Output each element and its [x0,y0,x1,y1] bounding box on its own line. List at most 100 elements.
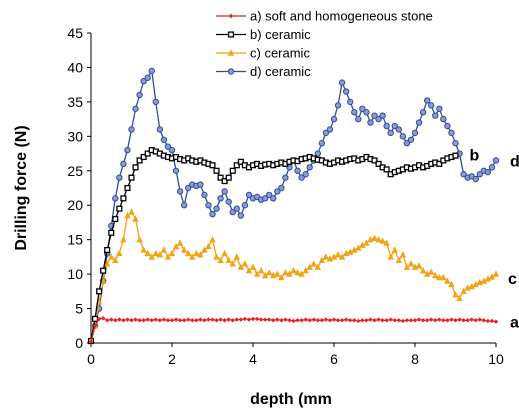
data-point-c [448,280,455,288]
series-a [88,316,499,344]
data-point-a [364,318,369,323]
data-point-b [229,167,236,174]
data-point-c [298,270,305,277]
legend-entry: a) soft and homogeneous stone [250,9,433,24]
data-point-d [148,67,155,75]
data-point-c [245,266,253,274]
data-point-c [104,260,111,267]
data-point-a [327,318,333,323]
data-point-d [403,140,411,147]
data-point-c [108,253,115,260]
data-point-a [453,318,458,323]
data-point-d [326,126,334,133]
data-point-d [399,133,407,140]
data-point-a [429,317,434,322]
data-point-a [246,317,252,322]
data-point-c [132,215,139,222]
data-point-a [254,316,260,322]
data-point-c [371,234,378,241]
data-point-c [294,269,301,276]
data-point-c [112,256,119,264]
data-point-d [492,157,500,164]
data-point-a [202,318,207,323]
data-point-a [177,318,183,323]
data-point-b [128,174,135,181]
data-point-d [375,115,382,123]
data-point-a [279,318,284,323]
data-point-d [136,91,143,99]
data-point-d [342,88,350,95]
data-point-b [375,160,382,167]
data-point-b [383,166,390,173]
data-point-c [347,248,354,255]
data-point-a [323,317,329,322]
data-point-a [416,317,422,322]
data-point-a [242,316,248,322]
legend-entry: d) ceramic [250,64,311,79]
data-point-c [428,268,435,275]
data-point-c [160,246,168,253]
data-point-a [420,318,426,323]
data-point-c [140,246,147,253]
data-point-c [241,260,249,267]
data-point-c [193,249,200,257]
data-point-d [484,168,492,176]
x-tick-label: 0 [87,351,95,367]
data-point-d [185,184,192,192]
data-point-a [404,318,410,323]
data-point-a [311,317,316,322]
data-point-b [436,160,443,167]
data-point-d [225,198,232,205]
data-point-d [322,129,330,137]
y-ticks: 0 5 10 15 20 25 30 35 40 45 [67,25,91,351]
data-point-c [229,260,236,267]
data-point-c [225,256,232,264]
data-point-d [387,129,394,137]
data-point-a [258,317,264,322]
data-point-a [157,318,163,323]
data-point-d [415,119,423,126]
data-point-c [221,249,228,257]
data-point-c [249,263,257,270]
data-point-a [392,318,397,323]
data-point-c [314,263,321,270]
data-point-d [371,112,378,119]
data-point-d [209,210,216,218]
data-point-d [298,174,305,181]
data-point-a [356,318,361,324]
data-point-b [132,164,139,171]
data-point-d [419,109,427,116]
data-point-b [124,184,131,192]
data-point-a [161,317,167,322]
data-point-a [165,318,171,323]
data-point-c [120,235,127,243]
data-point-d [411,129,419,137]
data-point-a [133,317,138,322]
data-point-c [379,237,386,244]
data-point-a [206,317,211,322]
data-point-d [229,208,236,216]
data-point-a [287,318,292,323]
data-point-d [278,184,285,192]
data-point-d [180,202,188,209]
data-point-a [271,318,276,323]
series-line-b [90,149,456,342]
series-end-label: d [510,153,519,170]
data-point-c [302,266,309,274]
data-point-a [372,318,377,323]
data-point-d [152,98,160,106]
data-point-b [221,178,228,185]
data-point-d [472,175,479,183]
x-tick-label: 8 [411,351,419,367]
data-point-a [307,318,312,323]
data-point-c [375,235,382,243]
data-point-a [218,317,223,322]
data-point-b [104,246,111,254]
data-point-d [120,160,127,168]
x-tick-label: 2 [168,351,176,367]
data-point-c [237,263,245,270]
data-point-d [217,195,224,202]
data-point-d [379,112,386,119]
data-point-d [221,188,228,195]
data-point-c [116,249,123,257]
